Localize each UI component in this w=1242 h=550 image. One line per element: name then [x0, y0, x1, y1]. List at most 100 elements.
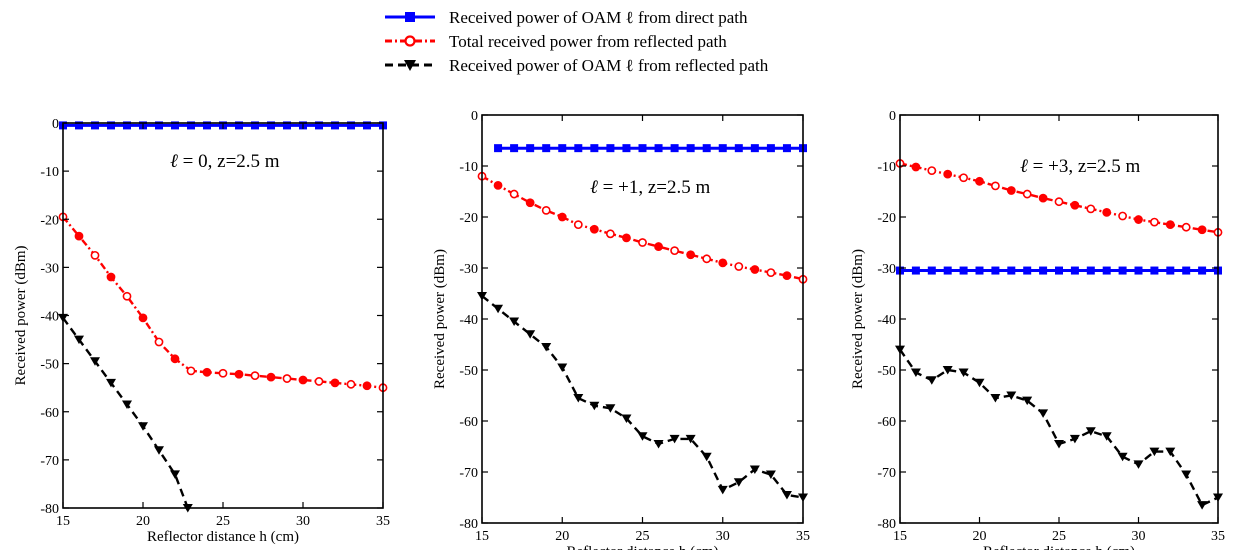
- data-point: [1023, 266, 1032, 275]
- data-point: [638, 144, 647, 153]
- x-tick-label: 20: [136, 514, 150, 529]
- data-point: [75, 121, 83, 130]
- data-point: [90, 250, 100, 260]
- x-axis-label: Reflector distance h (cm): [983, 544, 1135, 550]
- data-point: [1102, 266, 1111, 275]
- data-point: [702, 144, 711, 153]
- data-point: [654, 144, 663, 153]
- data-point: [315, 121, 323, 130]
- data-point: [557, 363, 568, 372]
- data-point: [910, 368, 921, 378]
- data-point: [155, 121, 163, 130]
- data-point: [525, 330, 536, 339]
- data-point: [653, 439, 664, 449]
- y-axis-label: Received power (dBm): [432, 249, 448, 389]
- data-point: [718, 144, 727, 153]
- y-tick-label: -70: [877, 466, 896, 481]
- data-point: [990, 394, 1001, 403]
- data-point: [750, 144, 759, 153]
- y-tick-label: -20: [459, 211, 478, 226]
- y-tick-label: 0: [889, 109, 896, 124]
- data-point: [107, 121, 115, 130]
- y-tick-label: -30: [40, 261, 59, 276]
- panel-annotation: ℓ = +1, z=2.5 m: [590, 177, 711, 198]
- data-point: [1086, 204, 1096, 214]
- data-point: [250, 371, 260, 381]
- data-point: [605, 404, 616, 413]
- x-tick-label: 15: [475, 529, 489, 544]
- data-point: [74, 335, 84, 345]
- data-point: [74, 231, 84, 241]
- data-point: [670, 144, 679, 153]
- data-point: [942, 366, 953, 375]
- chart-panel: 15 20 25 30 35 0 -10 -20 -30 -40 -50 -60 -70 -80 Refle…: [13, 117, 390, 545]
- data-point: [187, 121, 195, 130]
- data-point: [1070, 200, 1080, 210]
- data-point: [493, 180, 503, 190]
- data-point: [975, 176, 984, 186]
- data-point: [542, 144, 551, 153]
- chart-panel: 15 20 25 30 35 0 -10 -20 -30 -40 -50 -60 -70 -80 Refle…: [850, 109, 1225, 550]
- data-point: [494, 144, 503, 153]
- series-line: [63, 216, 383, 389]
- data-point: [622, 233, 631, 243]
- data-point: [589, 401, 600, 411]
- panel-annotation: ℓ = +3, z=2.5 m: [1020, 156, 1141, 177]
- data-point: [734, 144, 743, 153]
- data-point: [202, 367, 212, 377]
- y-tick-label: -10: [459, 160, 478, 175]
- data-point: [782, 144, 791, 153]
- y-tick-label: -60: [459, 415, 478, 430]
- data-point: [573, 394, 584, 403]
- y-tick-label: -80: [459, 517, 478, 532]
- data-point: [1149, 447, 1160, 457]
- data-point: [171, 121, 179, 130]
- data-point: [606, 229, 615, 239]
- y-tick-label: -50: [877, 364, 896, 379]
- data-point: [718, 258, 728, 268]
- data-point: [734, 262, 744, 271]
- data-point: [510, 144, 519, 153]
- legend-label: Received power of OAM ℓ from direct path: [449, 8, 748, 27]
- data-point: [1133, 460, 1144, 469]
- data-point: [669, 434, 680, 444]
- data-point: [685, 434, 696, 444]
- data-point: [1007, 266, 1016, 275]
- x-tick-label: 35: [1211, 529, 1225, 544]
- data-point: [766, 144, 775, 153]
- data-point: [251, 121, 259, 130]
- data-point: [363, 121, 371, 130]
- data-point: [154, 446, 164, 455]
- chart-panels: 15 20 25 30 35 0 -10 -20 -30 -40 -50 -60 -70 -80 Refle…: [13, 109, 1225, 550]
- data-point: [1181, 470, 1192, 480]
- data-point: [138, 313, 148, 323]
- data-point: [218, 368, 228, 378]
- data-point: [234, 369, 244, 379]
- x-tick-label: 25: [1052, 529, 1066, 544]
- y-tick-label: -10: [40, 165, 59, 180]
- x-tick-label: 30: [1132, 529, 1146, 544]
- data-point: [138, 422, 148, 431]
- data-point: [911, 162, 921, 172]
- data-point: [622, 144, 631, 153]
- data-point: [1102, 208, 1112, 217]
- legend-label: Received power of OAM ℓ from reflected p…: [449, 56, 769, 75]
- data-point: [1165, 447, 1176, 457]
- legend-marker-triangle: [404, 60, 416, 71]
- legend-item: Received power of OAM ℓ from reflected p…: [385, 56, 769, 75]
- data-point: [282, 374, 292, 383]
- y-axis-label: Received power (dBm): [850, 249, 866, 389]
- data-point: [362, 381, 372, 391]
- y-tick-label: -70: [40, 454, 59, 469]
- series-line: [900, 162, 1218, 234]
- series-line: [63, 317, 189, 508]
- data-point: [122, 400, 132, 410]
- data-point: [541, 343, 552, 352]
- x-axis-label: Reflector distance h (cm): [147, 529, 299, 545]
- data-point: [750, 265, 760, 274]
- annotation-ell: ℓ: [170, 151, 178, 172]
- data-point: [733, 478, 744, 487]
- data-point: [911, 266, 920, 275]
- data-point: [573, 220, 583, 230]
- data-point: [1070, 266, 1079, 275]
